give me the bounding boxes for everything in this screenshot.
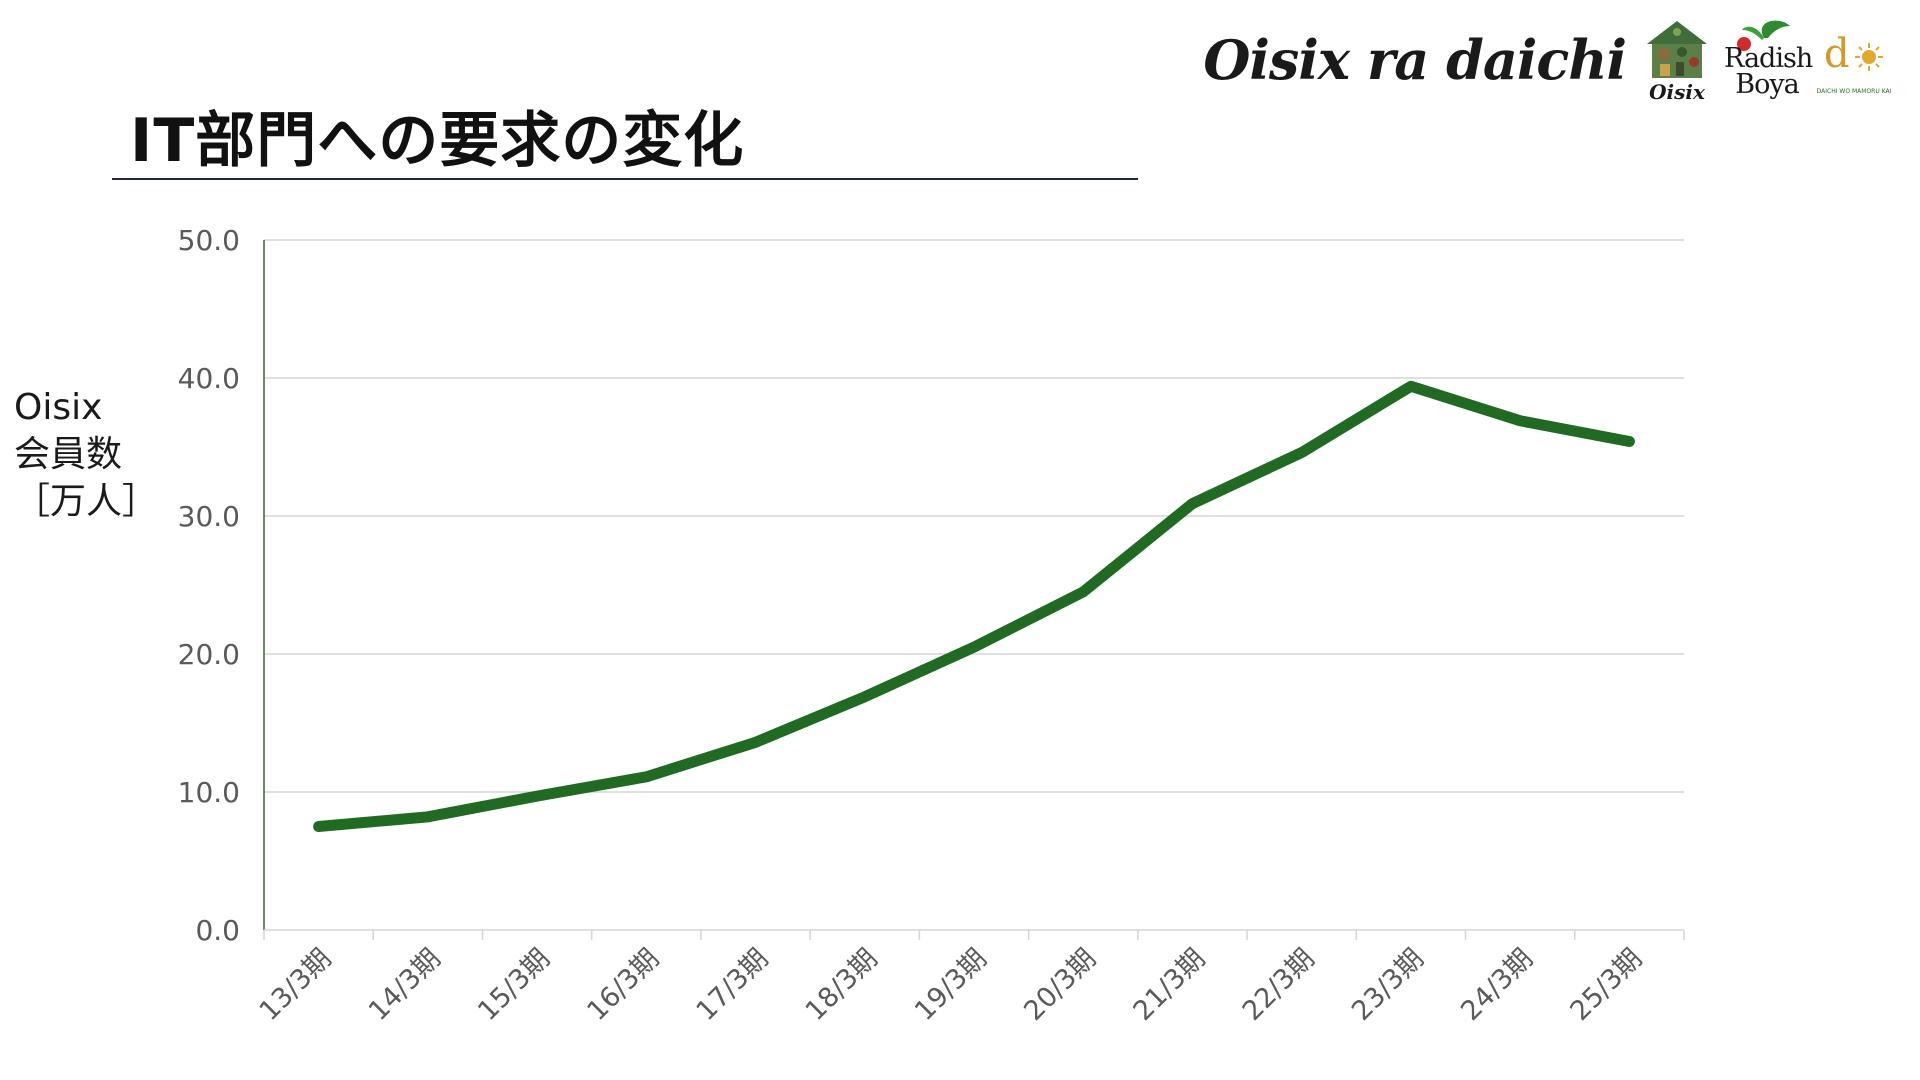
data-point [755, 741, 757, 743]
data-point [1628, 440, 1630, 442]
x-tick-label: 23/3期 [1346, 943, 1430, 1027]
brand-wordmark: Oisix ra daichi [1203, 28, 1627, 92]
y-tick-label: 40.0 [178, 362, 240, 395]
y-axis-label: Oisix 会員数 ［万人］ [14, 384, 158, 525]
data-point [1191, 503, 1193, 505]
y-axis-label-line: Oisix [14, 387, 103, 428]
data-point [1519, 420, 1521, 422]
title-underline [112, 178, 1138, 180]
y-tick-label: 30.0 [178, 500, 240, 533]
x-tick-label: 21/3期 [1128, 943, 1212, 1027]
y-tick-label: 10.0 [178, 776, 240, 809]
x-tick-label: 22/3期 [1237, 943, 1321, 1027]
x-tick-label: 18/3期 [800, 943, 884, 1027]
daichi-mark: d [1824, 31, 1850, 77]
data-point [427, 816, 429, 818]
x-tick-label: 16/3期 [581, 943, 665, 1027]
oisix-house-icon [1647, 21, 1707, 78]
y-axis-label-line: 会員数 [14, 434, 123, 475]
x-tick-label: 13/3期 [254, 943, 338, 1027]
daichi-sub-text: DAICHI WO MAMORU KAI [1816, 88, 1892, 95]
y-tick-label: 50.0 [178, 224, 240, 257]
x-tick-label: 24/3期 [1455, 943, 1539, 1027]
data-point [1410, 385, 1412, 387]
y-tick-label: 20.0 [178, 638, 240, 671]
data-point [318, 826, 320, 828]
sun-icon [1855, 43, 1883, 71]
x-tick-label: 25/3期 [1564, 943, 1648, 1027]
oisix-logo: Oisix [1642, 18, 1712, 102]
y-tick-label: 0.0 [195, 914, 240, 947]
radish-boya-logo: Radish Boya [1718, 16, 1813, 104]
radish-boya-text: Radish Boya [1724, 43, 1813, 100]
radish-leaf-icon [1737, 20, 1790, 51]
data-point [536, 795, 538, 797]
brand-header: Oisix ra daichi Oisix Radish Boya d [1203, 10, 1892, 110]
data-point [1082, 591, 1084, 593]
x-tick-label: 17/3期 [691, 943, 775, 1027]
oisix-logo-text: Oisix [1649, 80, 1705, 104]
x-tick-label: 19/3期 [909, 943, 993, 1027]
data-point [864, 696, 866, 698]
series-line [313, 380, 1635, 832]
slide-title: IT部門への要求の変化 [130, 106, 745, 176]
daichi-logo: d DAICHI WO MAMORU KAI [1816, 20, 1892, 100]
data-point [645, 776, 647, 778]
x-tick-label: 15/3期 [472, 943, 556, 1027]
data-point [1301, 452, 1303, 454]
x-tick-label: 14/3期 [363, 943, 447, 1027]
x-tick-label: 20/3期 [1018, 943, 1102, 1027]
y-axis-label-line: ［万人］ [14, 481, 159, 522]
data-point [973, 646, 975, 648]
